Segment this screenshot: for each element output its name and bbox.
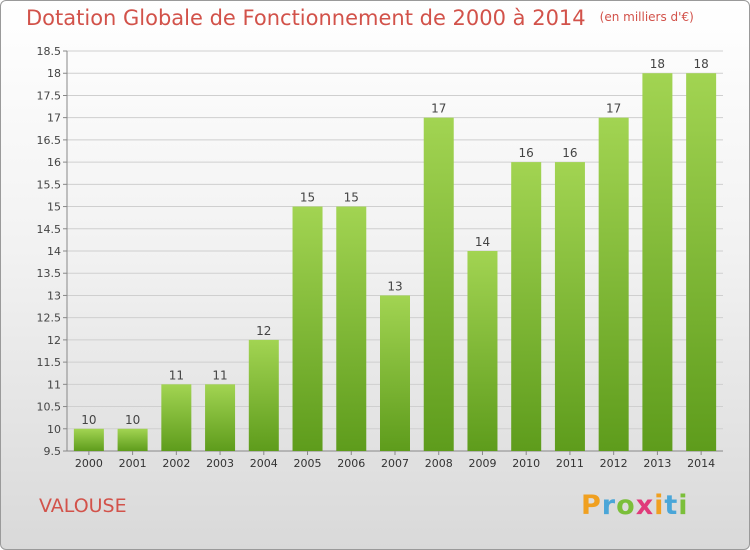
bar bbox=[336, 206, 367, 451]
data-label: 15 bbox=[344, 191, 359, 205]
y-tick-label: 13 bbox=[47, 289, 61, 302]
data-label: 10 bbox=[81, 413, 96, 427]
bar bbox=[642, 73, 673, 451]
y-tick-label: 14.5 bbox=[37, 223, 62, 236]
x-tick-label: 2008 bbox=[425, 457, 453, 470]
title-text: Dotation Globale de Fonctionnement de 20… bbox=[26, 6, 586, 30]
bar bbox=[467, 251, 498, 451]
x-tick-label: 2005 bbox=[294, 457, 322, 470]
y-tick-label: 11.5 bbox=[37, 356, 62, 369]
bar bbox=[380, 295, 410, 451]
x-tick-label: 2010 bbox=[512, 457, 540, 470]
data-label: 15 bbox=[300, 191, 315, 205]
y-tick-label: 9.5 bbox=[44, 445, 62, 458]
y-tick-label: 18 bbox=[47, 67, 61, 80]
commune-name: VALOUSE bbox=[39, 495, 127, 517]
data-label: 14 bbox=[475, 235, 490, 249]
x-tick-label: 2000 bbox=[75, 457, 103, 470]
bar bbox=[117, 428, 148, 451]
bar bbox=[73, 428, 104, 451]
bar bbox=[205, 384, 236, 451]
data-label: 10 bbox=[125, 413, 140, 427]
y-tick-label: 12 bbox=[47, 334, 61, 347]
data-label: 18 bbox=[693, 57, 708, 71]
y-tick-label: 17 bbox=[47, 112, 61, 125]
x-tick-label: 2009 bbox=[468, 457, 496, 470]
y-tick-label: 13.5 bbox=[37, 267, 62, 280]
unit-label: (en milliers d'€) bbox=[599, 10, 694, 24]
data-label: 18 bbox=[650, 57, 665, 71]
data-label: 16 bbox=[562, 146, 577, 160]
labels: 9.5 10 10.5 11 11.5 12 12.5 13 13.5 14 14.5 15 15.5 1… bbox=[37, 45, 716, 470]
data-label: 13 bbox=[387, 279, 402, 293]
bar bbox=[511, 162, 542, 451]
x-tick-label: 2001 bbox=[119, 457, 147, 470]
x-tick-label: 2006 bbox=[337, 457, 365, 470]
y-tick-label: 16 bbox=[47, 156, 61, 169]
y-tick-label: 16.5 bbox=[37, 134, 62, 147]
bar bbox=[423, 117, 454, 452]
x-tick-label: 2011 bbox=[556, 457, 584, 470]
bar bbox=[598, 117, 629, 452]
data-label: 16 bbox=[519, 146, 534, 160]
y-tick-label: 15 bbox=[47, 201, 61, 214]
x-tick-label: 2002 bbox=[162, 457, 190, 470]
x-tick-label: 2014 bbox=[687, 457, 715, 470]
bar bbox=[248, 339, 279, 451]
y-tick-label: 14 bbox=[47, 245, 61, 258]
x-tick-label: 2003 bbox=[206, 457, 234, 470]
bar bbox=[161, 384, 192, 451]
y-tick-label: 12.5 bbox=[37, 312, 62, 325]
bar bbox=[292, 206, 323, 451]
bar bbox=[554, 162, 585, 451]
x-tick-label: 2012 bbox=[600, 457, 628, 470]
data-label: 11 bbox=[212, 368, 227, 382]
proxiti-logo: Proxiti bbox=[581, 490, 689, 521]
x-tick-label: 2004 bbox=[250, 457, 278, 470]
chart-title: Dotation Globale de Fonctionnement de 20… bbox=[26, 6, 694, 30]
data-label: 17 bbox=[606, 102, 621, 116]
y-tick-label: 10 bbox=[47, 423, 61, 436]
x-tick-label: 2007 bbox=[381, 457, 409, 470]
data-label: 17 bbox=[431, 102, 446, 116]
y-tick-label: 18.5 bbox=[37, 45, 62, 58]
bars bbox=[73, 73, 717, 452]
bar bbox=[686, 73, 717, 451]
y-tick-label: 10.5 bbox=[37, 401, 62, 414]
data-label: 12 bbox=[256, 324, 271, 338]
x-tick-label: 2013 bbox=[643, 457, 671, 470]
data-label: 11 bbox=[169, 368, 184, 382]
y-tick-label: 15.5 bbox=[37, 178, 62, 191]
y-tick-label: 17.5 bbox=[37, 89, 62, 102]
y-tick-label: 11 bbox=[47, 378, 61, 391]
